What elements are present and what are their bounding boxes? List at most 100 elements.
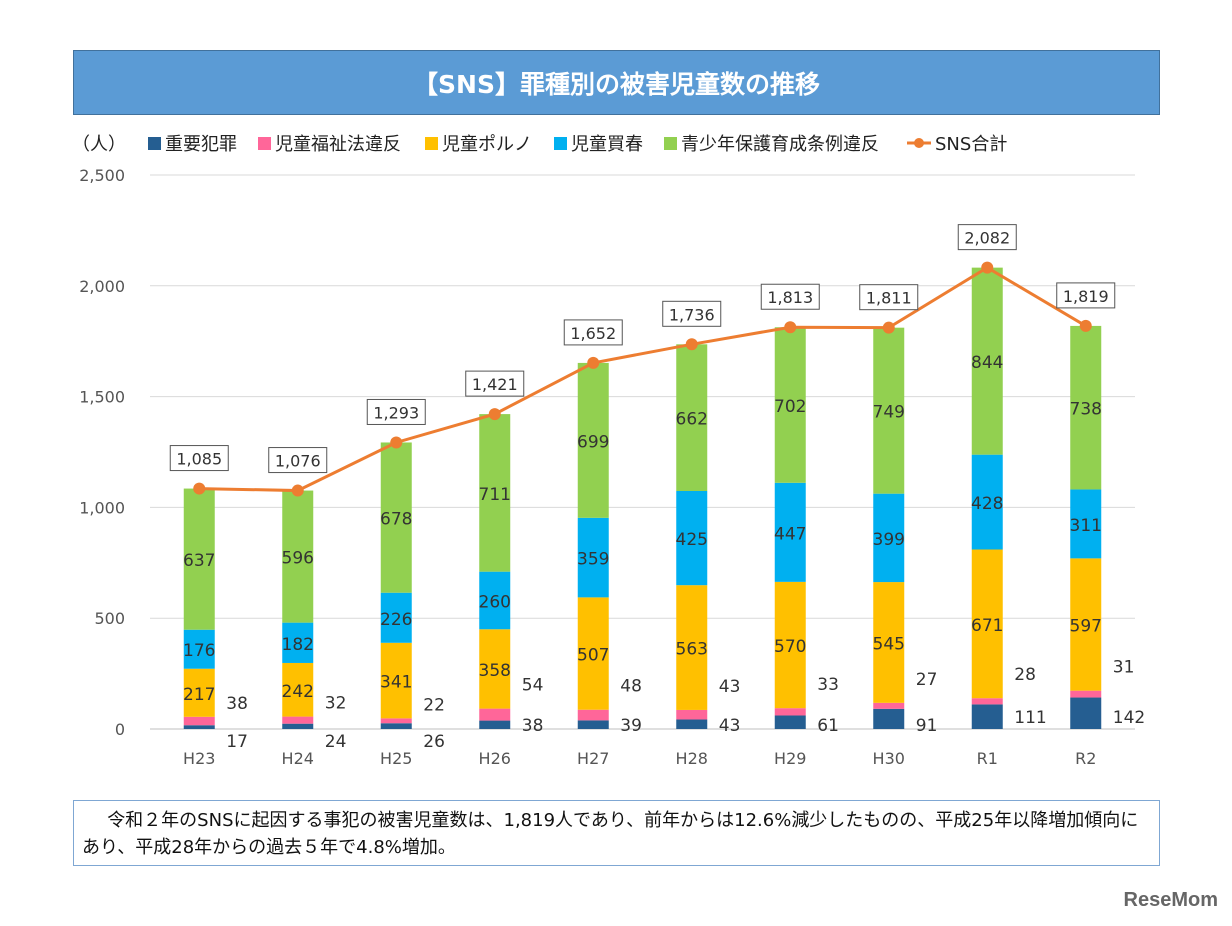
chart-title: 【SNS】罪種別の被害児童数の推移	[73, 50, 1160, 115]
bar-segment	[479, 629, 511, 709]
x-tick-label: H24	[282, 749, 314, 768]
bar-segment	[282, 716, 314, 724]
total-marker	[193, 482, 206, 495]
total-marker	[685, 338, 698, 351]
bar-segment	[676, 719, 708, 729]
bar-segment	[577, 517, 609, 598]
bar-segment	[577, 362, 609, 518]
total-label-box	[957, 224, 1017, 251]
data-label: 31	[1113, 658, 1135, 678]
y-axis-label: （人）	[72, 134, 126, 155]
data-label: 38	[226, 694, 248, 714]
bar-segment	[873, 582, 905, 703]
total-label-box	[366, 398, 426, 425]
bar-segment	[774, 327, 806, 483]
bar-segment	[1070, 690, 1102, 698]
total-label: 2,082	[964, 229, 1010, 248]
x-tick-label: R2	[1075, 749, 1096, 768]
y-tick-label: 1,500	[79, 388, 125, 407]
summary-note: 令和２年のSNSに起因する事犯の被害児童数は、1,819人であり、前年からは12…	[73, 800, 1160, 866]
bar-segment	[873, 708, 905, 729]
bar-segment	[1070, 325, 1102, 490]
bar-segment	[380, 718, 412, 724]
bar-segment	[1070, 558, 1102, 691]
x-tick-label: H30	[873, 749, 905, 768]
x-tick-label: H27	[577, 749, 609, 768]
data-label: 38	[522, 716, 544, 736]
bar-segment	[873, 493, 905, 583]
data-label: 24	[325, 732, 347, 752]
bar-segment	[676, 344, 708, 492]
bar-segment	[183, 668, 215, 717]
data-label: 678	[380, 510, 412, 530]
legend-label: 重要犯罪	[165, 134, 237, 155]
data-label: 33	[817, 675, 839, 695]
data-label: 662	[676, 410, 708, 430]
total-label: 1,811	[866, 289, 912, 308]
bar-segment	[971, 704, 1003, 729]
data-label: 17	[226, 732, 248, 752]
legend-swatch	[554, 137, 567, 150]
bar-segment	[676, 709, 708, 720]
data-label: 428	[971, 494, 1003, 514]
data-label: 711	[479, 485, 511, 505]
total-marker	[488, 408, 501, 421]
total-label: 1,813	[767, 288, 813, 307]
data-label: 358	[479, 661, 511, 681]
y-tick-label: 500	[94, 609, 125, 628]
bar-segment	[479, 571, 511, 630]
data-label: 182	[282, 635, 314, 655]
data-label: 27	[916, 670, 938, 690]
total-label-box	[662, 300, 722, 327]
total-marker	[784, 321, 797, 334]
bar-segment	[183, 629, 215, 669]
data-label: 507	[577, 646, 609, 666]
legend-label: 児童ポルノ	[442, 134, 532, 155]
x-tick-label: H29	[774, 749, 806, 768]
total-label: 1,293	[373, 403, 419, 422]
data-label: 43	[719, 716, 741, 736]
bar-segment	[971, 454, 1003, 550]
data-label: 48	[620, 677, 642, 697]
y-tick-label: 1,000	[79, 498, 125, 517]
bar-segment	[971, 267, 1003, 455]
data-label: 142	[1113, 708, 1145, 728]
bar-segment	[774, 708, 806, 716]
legend-swatch	[148, 137, 161, 150]
x-tick-label: H25	[380, 749, 412, 768]
total-label: 1,736	[669, 305, 715, 324]
total-label-box	[169, 445, 229, 472]
legend-label: 児童買春	[571, 134, 643, 155]
total-label-box	[465, 370, 525, 397]
bar-segment	[183, 716, 215, 726]
bar-segment	[971, 698, 1003, 705]
bar-segment	[380, 642, 412, 719]
total-marker	[1079, 319, 1092, 332]
bar-segment	[1070, 697, 1102, 729]
data-label: 226	[380, 610, 412, 630]
data-label: 637	[183, 551, 215, 571]
bar-segment	[479, 720, 511, 729]
total-marker	[587, 356, 600, 369]
bar-segment	[479, 414, 511, 572]
bar-segment	[380, 442, 412, 593]
data-label: 260	[479, 592, 511, 612]
data-label: 28	[1014, 665, 1036, 685]
data-label: 702	[774, 397, 806, 417]
bar-segment	[774, 715, 806, 729]
bar-segment	[380, 592, 412, 643]
data-label: 447	[774, 524, 806, 544]
total-marker	[390, 436, 403, 449]
bar-segment	[282, 662, 314, 717]
legend-swatch	[425, 137, 438, 150]
total-marker	[291, 484, 304, 497]
data-label: 43	[719, 677, 741, 697]
bar-segment	[577, 709, 609, 721]
bar-segment	[380, 723, 412, 729]
bar-segment	[282, 490, 314, 623]
data-label: 341	[380, 673, 412, 693]
legend-swatch	[258, 137, 271, 150]
data-label: 596	[282, 549, 314, 569]
data-label: 545	[873, 634, 905, 654]
total-label: 1,819	[1063, 287, 1109, 306]
